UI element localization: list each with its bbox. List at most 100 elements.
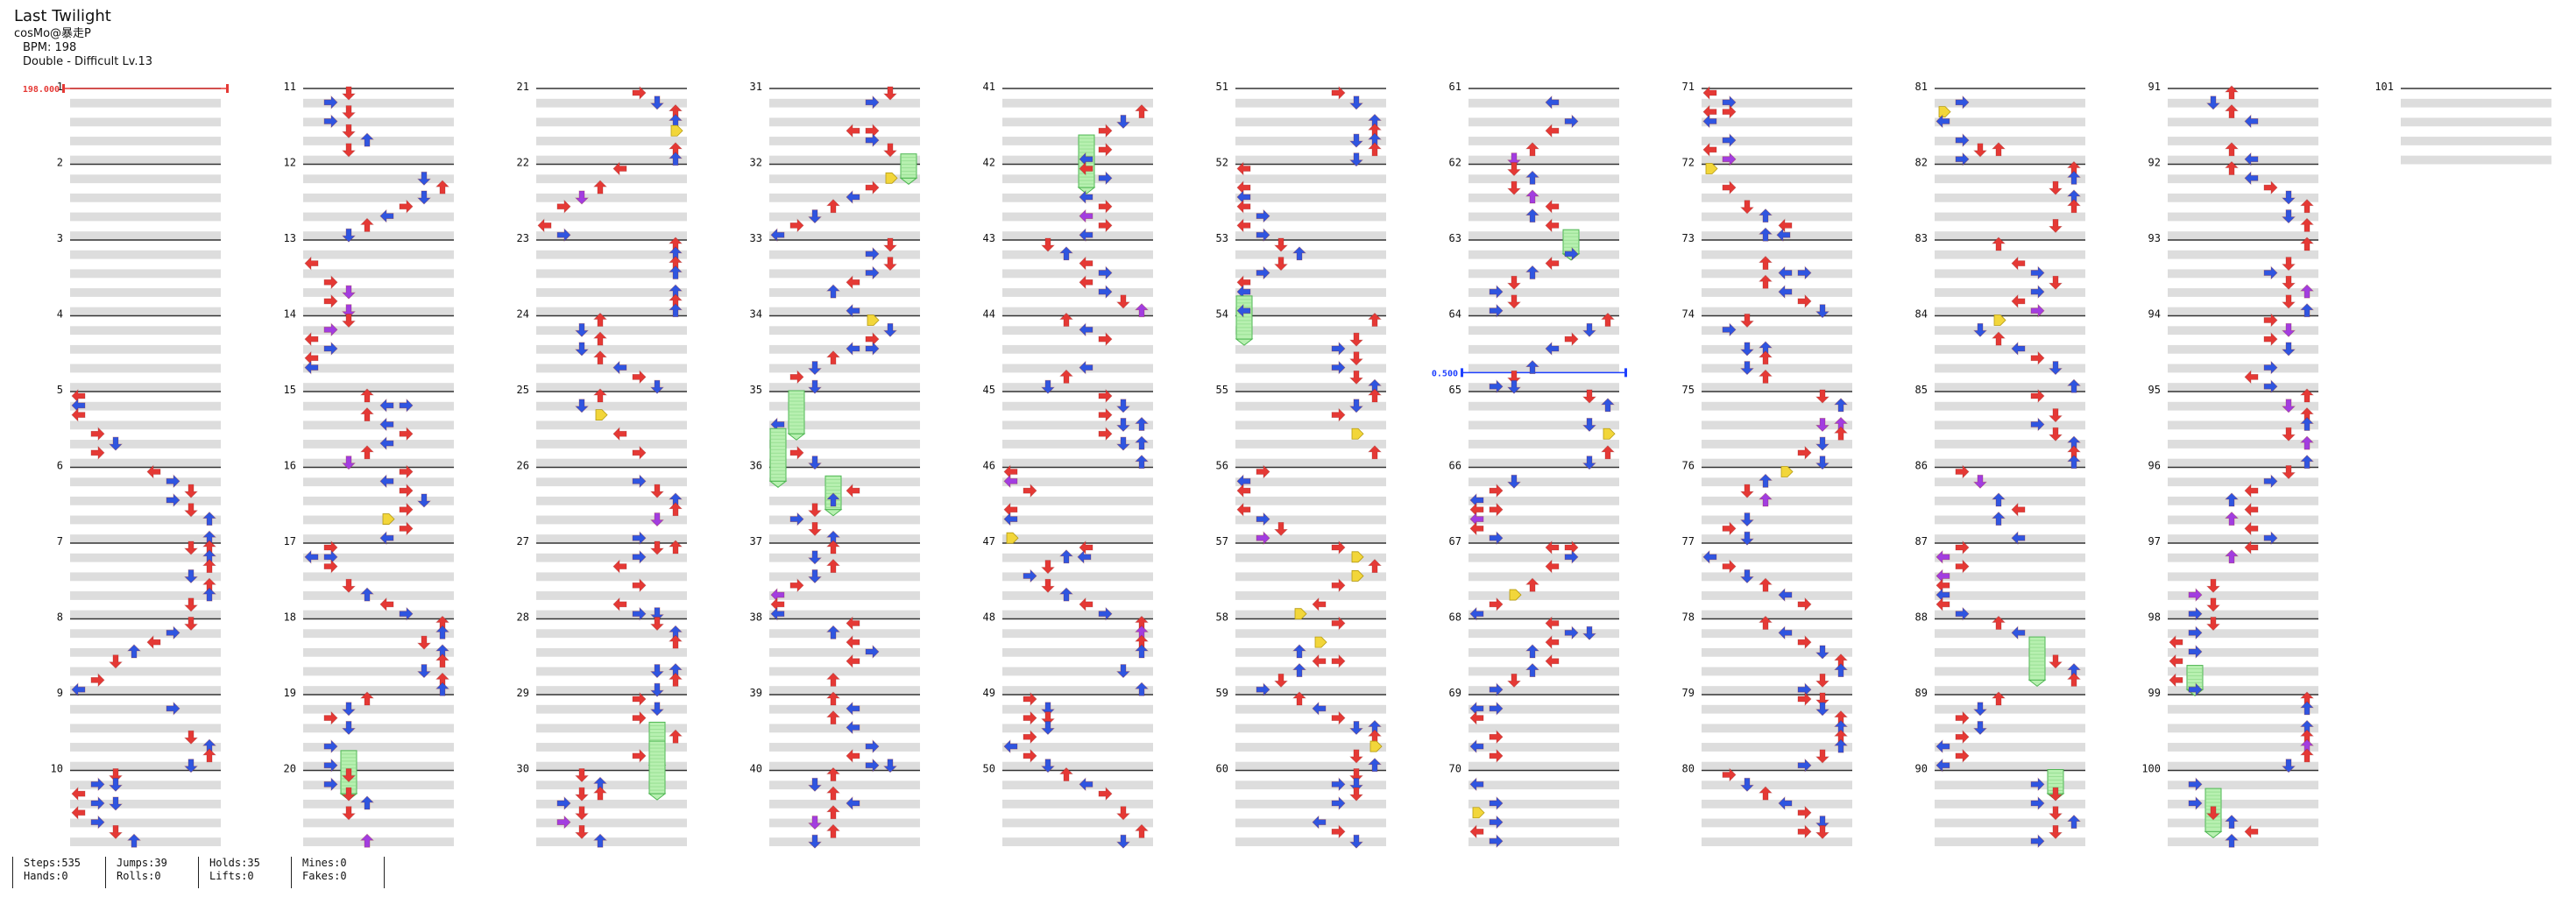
arrow-shape — [1955, 606, 1970, 621]
arrow-shape — [1992, 691, 2006, 706]
arrow-note-icon — [808, 379, 822, 394]
arrow-shape — [379, 436, 394, 451]
arrow-shape — [90, 445, 105, 460]
arrow-shape — [2263, 180, 2278, 195]
measure-band — [1468, 307, 1619, 316]
arrow-shape — [1936, 549, 1950, 564]
measure-band — [769, 326, 920, 335]
stat-steps: Steps:535 — [24, 857, 81, 869]
arrow-note-icon — [575, 342, 589, 357]
arrow-note-icon — [2206, 806, 2220, 821]
arrow-note-icon — [1507, 370, 1521, 385]
arrow-note-icon — [184, 597, 198, 612]
measure-number: 67 — [1449, 535, 1461, 547]
measure-number: 23 — [517, 232, 529, 244]
arrow-shape — [2282, 209, 2296, 224]
arrow-note-icon — [1135, 435, 1149, 450]
arrow-shape — [342, 105, 356, 120]
arrow-shape — [1135, 682, 1149, 696]
stat-lifts: Lifts:0 — [209, 870, 254, 882]
measure-number: 47 — [983, 535, 995, 547]
arrow-shape — [323, 275, 338, 290]
measure-number: 15 — [284, 384, 296, 396]
arrow-note-icon — [826, 805, 840, 820]
arrow-shape — [1331, 341, 1346, 356]
arrow-shape — [90, 673, 105, 688]
arrow-shape — [1489, 484, 1504, 498]
measure-band — [1002, 780, 1153, 790]
stop-marker-tick-right — [1624, 368, 1627, 378]
arrow-shape — [2067, 378, 2081, 393]
arrow-shape — [1256, 208, 1270, 223]
arrow-shape — [342, 578, 356, 593]
arrow-note-icon — [1740, 512, 1754, 527]
measure-band — [1468, 137, 1619, 145]
arrow-note-icon — [1469, 777, 1484, 792]
measure-number: 56 — [1216, 460, 1228, 472]
arrow-note-icon — [1003, 502, 1018, 517]
arrow-shape — [1469, 521, 1484, 536]
arrow-shape — [202, 748, 216, 763]
arrow-note-icon — [1079, 161, 1093, 176]
arrow-shape — [71, 407, 86, 422]
arrow-shape — [789, 445, 804, 460]
measure-band — [1468, 477, 1619, 487]
arrow-note-icon — [1059, 246, 1073, 261]
stat-col-holds: Holds:35 Lifts:0 — [198, 857, 289, 888]
arrow-shape — [184, 759, 198, 773]
measure-band — [1935, 553, 2085, 562]
measure-band — [1235, 515, 1386, 525]
arrow-note-icon — [1098, 124, 1113, 138]
arrow-shape — [2300, 416, 2314, 431]
measure-band — [303, 591, 454, 600]
arrow-shape — [1368, 142, 1382, 157]
arrow-shape — [632, 531, 647, 546]
measure-band — [2168, 326, 2318, 335]
arrow-shape — [342, 768, 356, 783]
arrow-shape — [650, 664, 664, 679]
arrow-shape — [202, 587, 216, 602]
arrow-note-icon — [1702, 114, 1717, 129]
arrow-shape — [1489, 285, 1504, 300]
arrow-note-icon — [1776, 228, 1791, 243]
measure-band — [1002, 837, 1153, 846]
arrow-note-icon — [1489, 303, 1504, 318]
arrow-note-icon — [2188, 644, 2203, 659]
arrow-note-icon — [342, 702, 356, 717]
arrow-note-icon — [1135, 644, 1149, 659]
arrow-note-icon — [2067, 455, 2081, 470]
arrow-shape — [846, 341, 860, 356]
measure-number: 65 — [1449, 384, 1461, 396]
arrow-note-icon — [650, 664, 664, 679]
arrow-shape — [1116, 418, 1130, 433]
arrow-note-icon — [808, 456, 822, 470]
arrow-note-icon — [1349, 332, 1363, 347]
arrow-note-icon — [1098, 199, 1113, 214]
arrow-shape — [865, 644, 880, 659]
arrow-note-icon — [1041, 711, 1055, 726]
measure-band — [1235, 686, 1386, 695]
arrow-note-icon — [2030, 834, 2045, 849]
arrow-shape — [2067, 455, 2081, 470]
measure-band — [536, 137, 687, 145]
measure-band — [769, 591, 920, 600]
arrow-note-icon — [1740, 569, 1754, 584]
arrow-shape — [2049, 361, 2063, 376]
mine-icon — [885, 172, 898, 184]
arrow-note-icon — [184, 730, 198, 745]
arrow-note-icon — [1489, 502, 1504, 517]
arrow-note-icon — [1702, 549, 1717, 564]
arrow-note-icon — [184, 617, 198, 632]
arrow-note-icon — [1507, 474, 1521, 489]
measure-band — [70, 250, 221, 259]
measure-band — [1002, 761, 1153, 771]
arrow-shape — [1041, 711, 1055, 726]
arrow-note-icon — [1759, 577, 1773, 592]
measure-band — [1002, 137, 1153, 145]
arrow-shape — [1564, 114, 1579, 129]
arrow-shape — [1349, 768, 1363, 783]
arrow-shape — [1489, 730, 1504, 745]
arrow-note-icon — [1349, 152, 1363, 167]
arrow-shape — [1331, 710, 1346, 725]
arrow-shape — [2300, 217, 2314, 232]
